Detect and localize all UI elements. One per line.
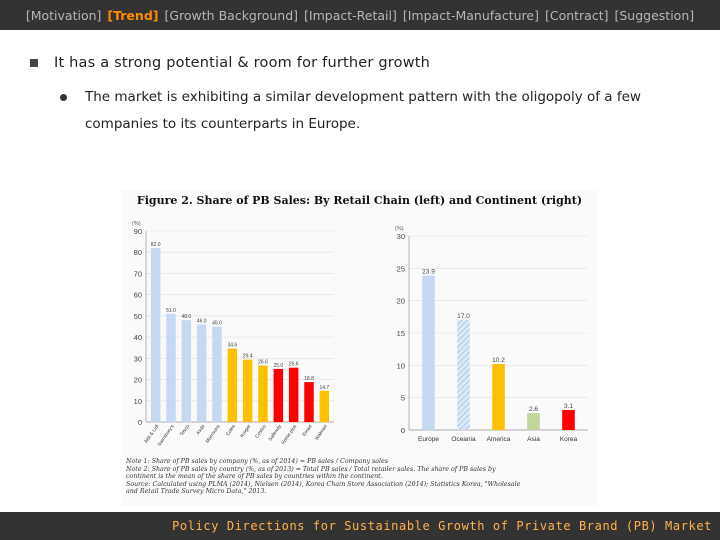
bar [562, 409, 575, 430]
y-tick-label: 5 [401, 394, 405, 403]
bar [527, 413, 540, 430]
nav-suggestion[interactable]: [Suggestion] [614, 7, 695, 23]
category-label: Tesco [179, 423, 191, 437]
bar-value-label: 14.7 [319, 385, 329, 391]
figure-title: Figure 2. Share of PB Sales: By Retail C… [136, 194, 583, 207]
y-tick-label: 40 [134, 333, 142, 342]
sub-bullet-line-2: companies to its counterparts in Europe. [85, 116, 361, 132]
bar-value-label: 46.0 [197, 318, 207, 324]
y-tick-label: 25 [397, 264, 405, 273]
bar [150, 247, 161, 422]
figure-notes: Note 1: Share of PB sales by company (%,… [126, 458, 596, 496]
y-tick-label: 15 [397, 329, 405, 338]
bar-value-label: 3.1 [564, 403, 573, 410]
category-label: Oceania [451, 436, 476, 443]
y-tick-label: 90 [134, 227, 142, 236]
bar [181, 320, 192, 422]
sub-bullet-line-1: The market is exhibiting a similar devel… [85, 89, 641, 105]
category-label: America [487, 436, 511, 443]
nav-contract[interactable]: [Contract] [544, 7, 609, 23]
bar-value-label: 10.2 [492, 357, 505, 364]
bar-value-label: 23.9 [422, 268, 435, 275]
y-tick-label: 60 [134, 291, 142, 300]
figure-note-line: and Retail Trade Survey Micro Data," 201… [126, 488, 267, 496]
bar [273, 368, 284, 422]
bar-value-label: 25.6 [289, 362, 299, 368]
y-tick-label: 10 [397, 361, 405, 370]
bar-value-label: 18.8 [304, 376, 314, 382]
category-label: Korea [560, 436, 578, 443]
category-label: Asia [527, 436, 540, 443]
figure-image: Figure 2. Share of PB Sales: By Retail C… [122, 190, 597, 506]
bar-value-label: 25.0 [273, 363, 283, 369]
nav-motivation[interactable]: [Motivation] [25, 7, 102, 23]
bar [422, 275, 435, 430]
main-bullet: It has a strong potential & room for fur… [30, 55, 430, 71]
footer-title: Policy Directions for Sustainable Growth… [172, 519, 712, 533]
bar-value-label: 2.6 [529, 406, 538, 413]
bar [492, 364, 505, 430]
bar [196, 324, 207, 422]
y-tick-label: 50 [134, 312, 142, 321]
y-tick-label: 30 [134, 354, 142, 363]
y-tick-label: 0 [138, 418, 142, 427]
category-label: Aldi & Lidl [143, 424, 160, 445]
bar [258, 365, 268, 422]
bar [227, 348, 238, 422]
square-bullet-icon [30, 59, 38, 67]
figure-note-line: Note 1: Share of PB sales by company (%,… [126, 458, 388, 465]
figure-note-line: Note 2: Share of PB sales by country (%,… [126, 465, 496, 473]
category-label: Safeway [267, 423, 283, 442]
bar-value-label: 48.0 [181, 314, 191, 320]
nav-growth-background[interactable]: [Growth Background] [164, 7, 299, 23]
category-label: Morrisons [205, 423, 222, 444]
bar-value-label: 26.6 [258, 360, 268, 366]
bar-value-label: 51.0 [166, 308, 176, 314]
bar-value-label: 45.0 [212, 321, 222, 327]
bar [457, 320, 470, 430]
bar-value-label: 29.4 [243, 354, 253, 360]
bar [288, 367, 299, 422]
category-label: Kroger [239, 423, 252, 439]
y-tick-label: 20 [134, 376, 142, 385]
bar-value-label: 17.0 [457, 313, 470, 320]
bar-value-label: 34.6 [227, 343, 237, 349]
category-label: Coles [225, 423, 237, 437]
main-bullet-text: It has a strong potential & room for fur… [54, 55, 431, 71]
y-tick-label: 10 [134, 397, 142, 406]
y-axis-unit-label: (%) [395, 226, 404, 232]
figure-note-line: Source: Calculated using PLMA (2014), Ni… [126, 480, 521, 488]
bar-value-label: 82.0 [151, 242, 161, 248]
footer-bar: Policy Directions for Sustainable Growth… [0, 512, 720, 540]
round-bullet-icon [60, 94, 67, 101]
y-tick-label: 70 [134, 269, 142, 278]
category-label: Walmart [314, 423, 329, 441]
bar [242, 359, 253, 422]
y-tick-label: 80 [134, 248, 142, 257]
nav-impact-retail[interactable]: [Impact-Retail] [304, 7, 397, 23]
bar [304, 382, 314, 422]
nav-impact-manufacture[interactable]: [Impact-Manufacture] [402, 7, 539, 23]
bar [319, 390, 330, 422]
figure-note-line: continent is the mean of the share of PB… [126, 473, 383, 481]
category-label: Home plus [280, 423, 298, 446]
sub-bullet: The market is exhibiting a similar devel… [60, 84, 680, 138]
y-tick-label: 0 [401, 426, 405, 435]
category-label: Emart [301, 423, 314, 437]
top-navigation-bar: [Motivation] [Trend] [Growth Background]… [0, 0, 720, 30]
category-label: Asda [195, 423, 206, 436]
y-axis-unit-label: (%) [132, 221, 141, 227]
y-tick-label: 20 [397, 297, 405, 306]
category-label: Europe [418, 436, 439, 443]
y-tick-label: 30 [397, 232, 405, 241]
bar [212, 326, 222, 422]
nav-trend[interactable]: [Trend] [107, 7, 159, 23]
category-label: Costco [254, 423, 268, 439]
bar [166, 313, 176, 422]
